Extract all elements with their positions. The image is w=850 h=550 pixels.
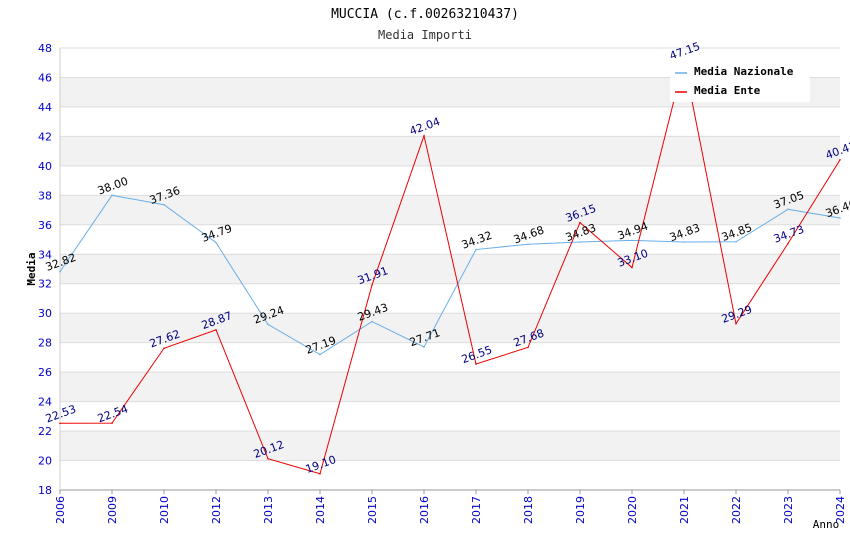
y-tick-label: 44 bbox=[38, 101, 52, 114]
gridlines bbox=[60, 47, 840, 491]
series-line-media-nazionale bbox=[59, 194, 841, 356]
data-label: 42.04 bbox=[408, 115, 442, 138]
x-tick-label: 2016 bbox=[418, 496, 431, 524]
chart-subtitle: Media Importi bbox=[378, 28, 472, 42]
data-point bbox=[631, 266, 633, 269]
data-point bbox=[319, 353, 321, 356]
x-tick-label: 2023 bbox=[782, 496, 795, 524]
data-point bbox=[527, 346, 529, 349]
x-axis-ticks: 2006 2009 2010 2012 2013 2014 2015 2016 2017 2018… bbox=[54, 490, 847, 524]
y-tick-label: 24 bbox=[38, 396, 52, 409]
x-tick-label: 2024 bbox=[834, 496, 847, 524]
y-tick-label: 36 bbox=[38, 219, 52, 232]
x-tick-label: 2019 bbox=[574, 496, 587, 524]
data-point bbox=[267, 323, 269, 326]
data-point bbox=[371, 284, 373, 286]
plot-band bbox=[60, 313, 840, 343]
x-tick-label: 2010 bbox=[158, 496, 171, 524]
y-tick-label: 28 bbox=[38, 337, 52, 350]
data-point bbox=[683, 241, 685, 243]
data-point bbox=[423, 135, 425, 137]
y-tick-label: 22 bbox=[38, 425, 52, 438]
data-point bbox=[839, 159, 841, 161]
legend-label-media-ente: Media Ente bbox=[694, 84, 761, 97]
x-axis-label: Anno bbox=[813, 518, 840, 531]
x-tick-label: 2012 bbox=[210, 496, 223, 524]
data-point bbox=[59, 422, 61, 425]
x-tick-label: 2021 bbox=[678, 496, 691, 524]
plot-background-bands bbox=[60, 77, 840, 461]
y-tick-label: 42 bbox=[38, 130, 52, 143]
data-point bbox=[579, 221, 581, 224]
data-label: 34.68 bbox=[512, 223, 546, 246]
plot-band bbox=[60, 372, 840, 402]
data-point bbox=[215, 241, 217, 244]
plot-band bbox=[60, 431, 840, 461]
data-point bbox=[579, 241, 581, 243]
data-point bbox=[319, 472, 321, 475]
y-axis-label: Media bbox=[25, 252, 38, 285]
y-tick-label: 18 bbox=[38, 484, 52, 497]
series-layer bbox=[59, 59, 841, 475]
y-tick-label: 30 bbox=[38, 307, 52, 320]
y-tick-label: 20 bbox=[38, 455, 52, 468]
plot-band bbox=[60, 195, 840, 225]
legend-label-media-nazionale: Media Nazionale bbox=[694, 65, 794, 78]
x-tick-label: 2006 bbox=[54, 496, 67, 524]
plot-band bbox=[60, 254, 840, 284]
x-tick-label: 2015 bbox=[366, 496, 379, 524]
data-point bbox=[111, 194, 113, 197]
data-point bbox=[475, 363, 477, 365]
x-tick-label: 2009 bbox=[106, 496, 119, 524]
x-tick-label: 2017 bbox=[470, 496, 483, 524]
y-tick-label: 34 bbox=[38, 248, 52, 261]
y-tick-label: 26 bbox=[38, 366, 52, 379]
data-point bbox=[371, 320, 373, 323]
chart-title: MUCCIA (c.f.00263210437) bbox=[331, 7, 519, 22]
legend-box bbox=[670, 58, 810, 102]
data-point bbox=[631, 239, 633, 242]
data-point bbox=[215, 329, 217, 331]
data-point bbox=[163, 347, 165, 350]
data-point bbox=[787, 208, 789, 211]
data-label: 38.00 bbox=[96, 175, 130, 198]
data-point bbox=[111, 422, 113, 424]
data-point bbox=[787, 242, 789, 245]
data-point bbox=[839, 217, 841, 219]
data-point bbox=[735, 322, 737, 325]
data-point bbox=[267, 457, 269, 460]
y-tick-label: 38 bbox=[38, 189, 52, 202]
data-point bbox=[163, 203, 165, 206]
y-tick-label: 40 bbox=[38, 160, 52, 173]
x-tick-label: 2018 bbox=[522, 496, 535, 524]
x-tick-label: 2020 bbox=[626, 496, 639, 524]
data-point bbox=[59, 270, 61, 273]
x-tick-label: 2022 bbox=[730, 496, 743, 524]
data-point bbox=[475, 248, 477, 251]
series-line-media-ente bbox=[59, 60, 841, 475]
data-point bbox=[527, 243, 529, 246]
y-tick-label: 32 bbox=[38, 278, 52, 291]
x-tick-label: 2013 bbox=[262, 496, 275, 524]
plot-band bbox=[60, 136, 840, 166]
data-point bbox=[735, 240, 737, 243]
y-tick-label: 48 bbox=[38, 42, 52, 55]
legend: Media Nazionale Media Ente bbox=[670, 58, 810, 102]
x-tick-label: 2014 bbox=[314, 496, 327, 524]
data-label: 26.55 bbox=[460, 343, 494, 366]
y-axis-ticks: 18 20 22 24 26 28 30 32 34 36 38 40 42 44 46 48 bbox=[38, 42, 52, 497]
y-tick-label: 46 bbox=[38, 71, 52, 84]
data-point bbox=[423, 346, 425, 348]
